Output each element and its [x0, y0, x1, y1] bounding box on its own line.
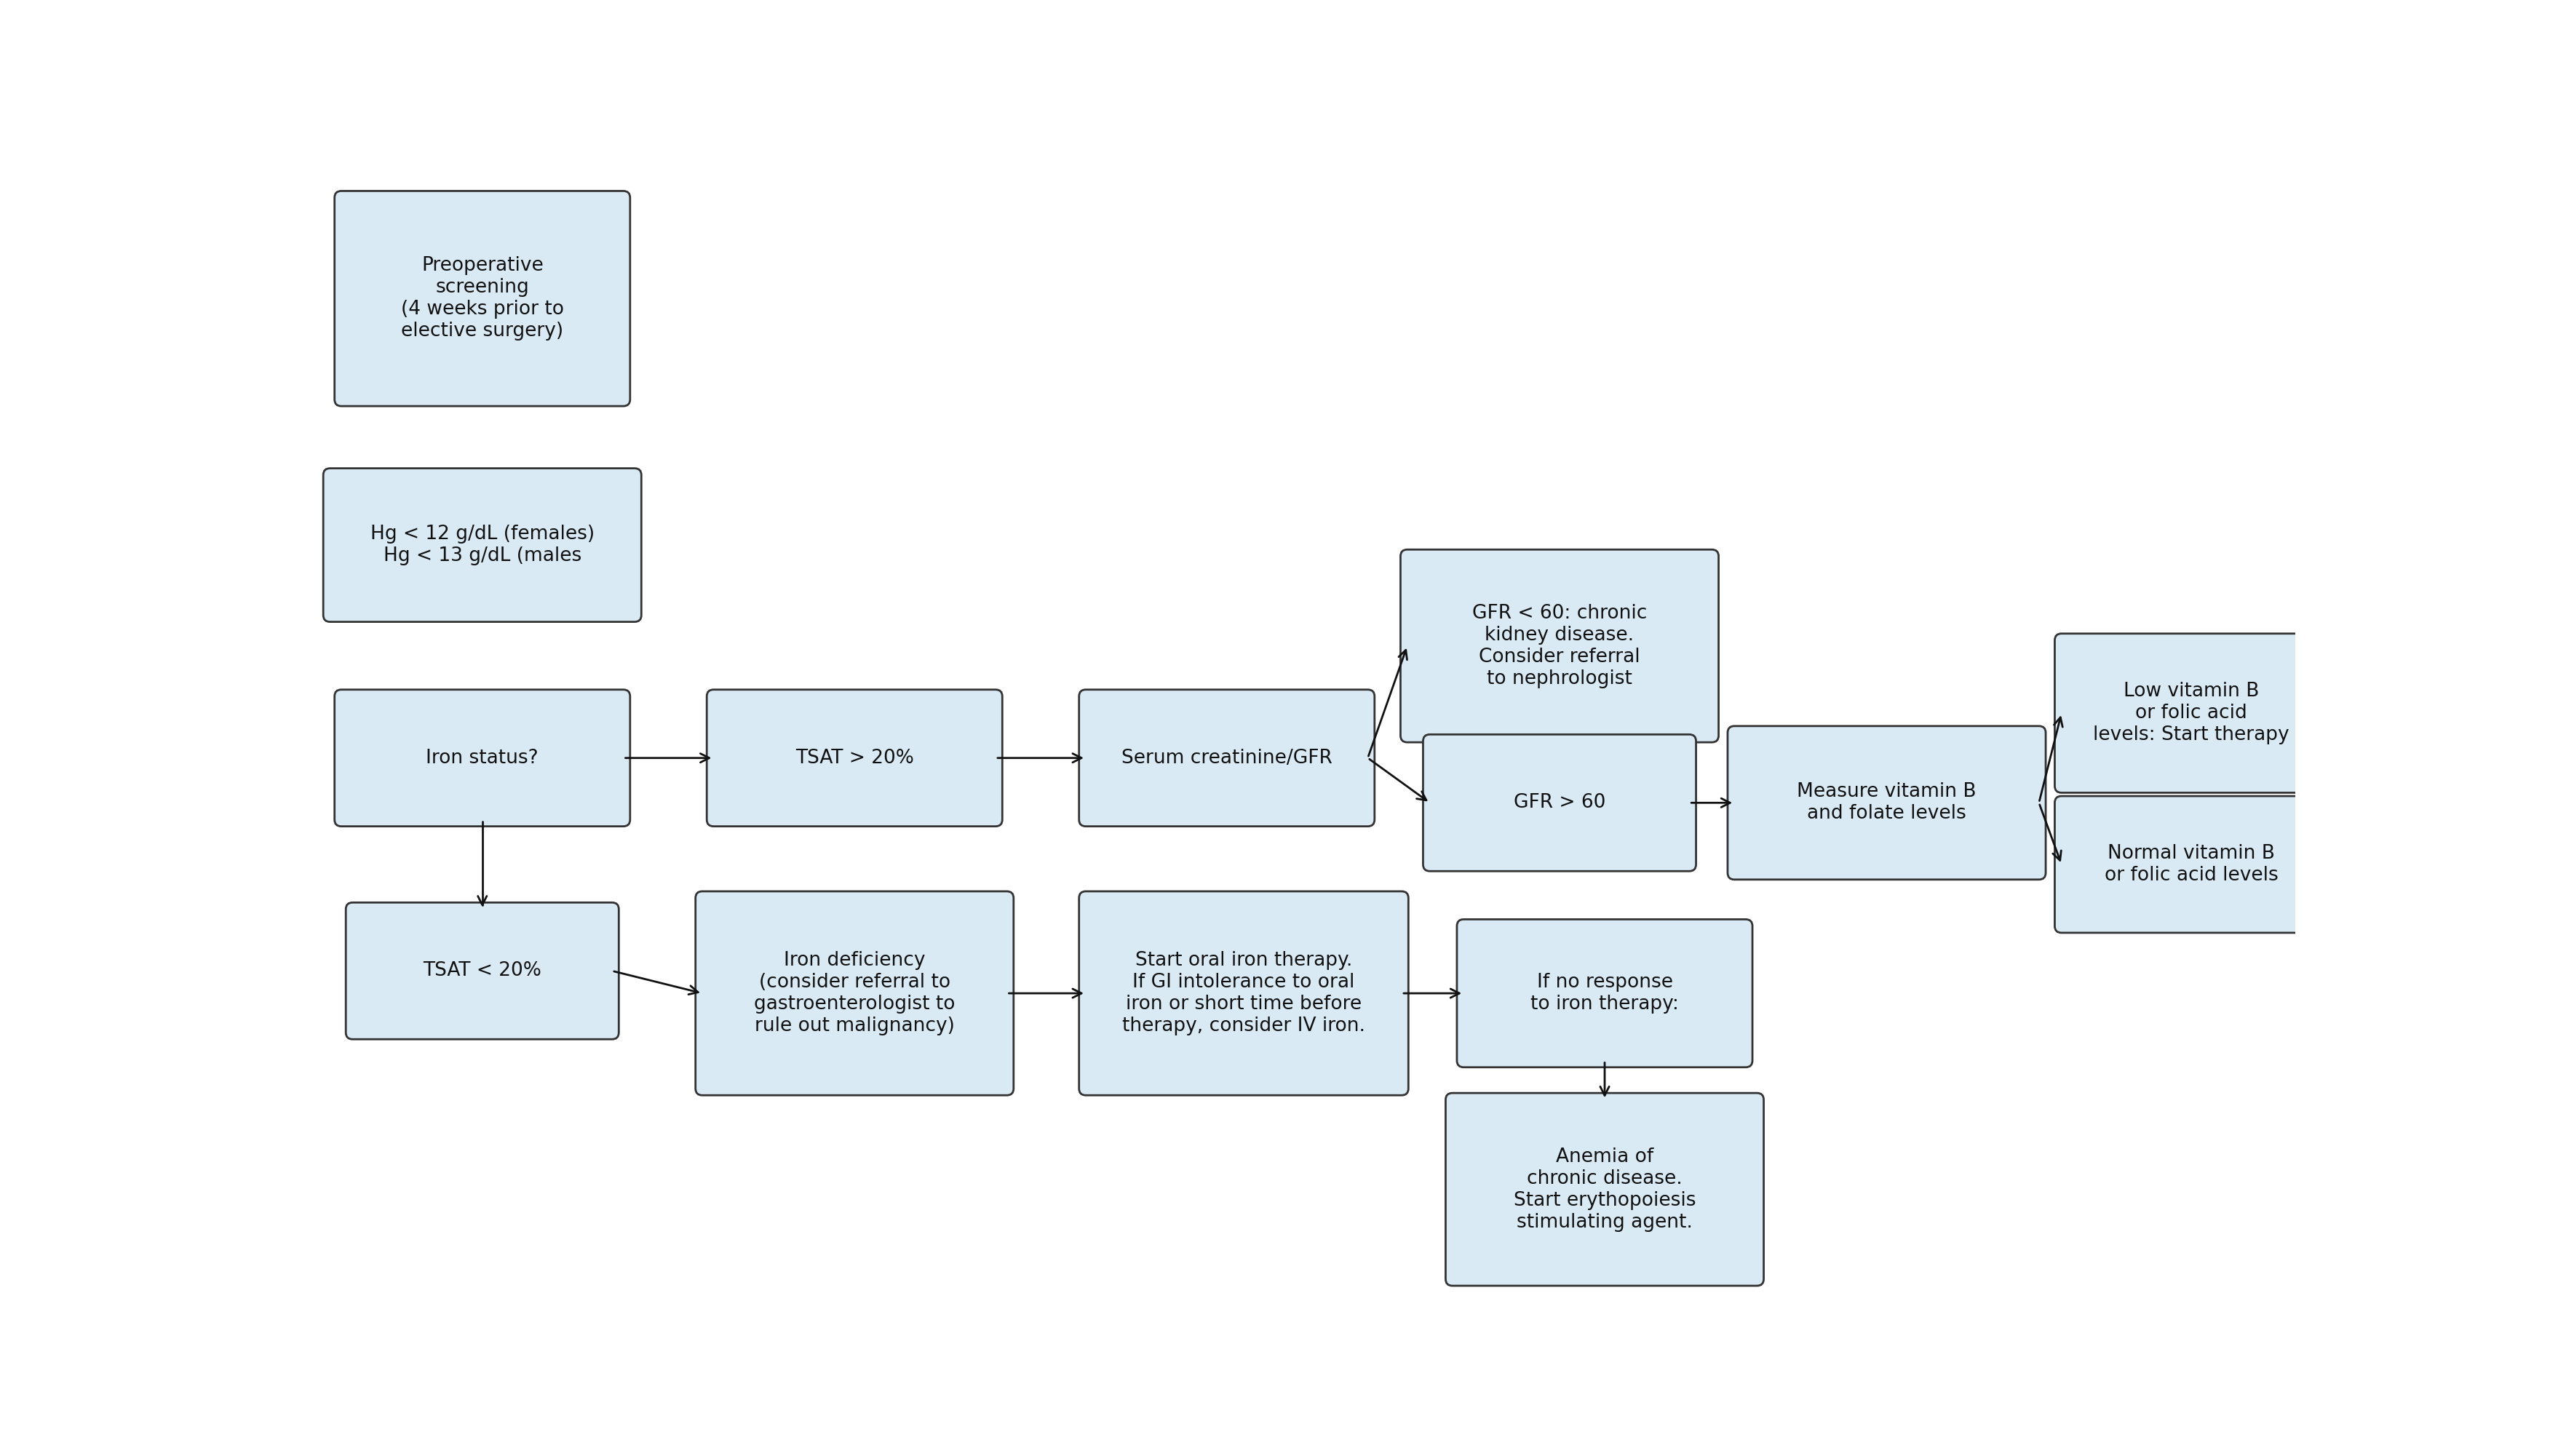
Text: GFR < 60: chronic
kidney disease.
Consider referral
to nephrologist: GFR < 60: chronic kidney disease. Consid… — [1471, 604, 1647, 689]
Text: TSAT < 20%: TSAT < 20% — [423, 961, 541, 980]
FancyBboxPatch shape — [2055, 796, 2328, 933]
Text: Low vitamin B
or folic acid
levels: Start therapy: Low vitamin B or folic acid levels: Star… — [2094, 681, 2290, 744]
Text: Normal vitamin B
or folic acid levels: Normal vitamin B or folic acid levels — [2104, 844, 2277, 885]
Text: Iron status?: Iron status? — [426, 748, 538, 767]
Text: If no response
to iron therapy:: If no response to iron therapy: — [1530, 973, 1678, 1013]
FancyBboxPatch shape — [324, 469, 643, 622]
FancyBboxPatch shape — [1456, 919, 1752, 1067]
FancyBboxPatch shape — [1079, 690, 1374, 827]
FancyBboxPatch shape — [1400, 549, 1719, 743]
Text: Iron deficiency
(consider referral to
gastroenterologist to
rule out malignancy): Iron deficiency (consider referral to ga… — [755, 951, 956, 1035]
FancyBboxPatch shape — [1079, 891, 1408, 1095]
FancyBboxPatch shape — [1423, 734, 1696, 871]
FancyBboxPatch shape — [696, 891, 1012, 1095]
FancyBboxPatch shape — [1726, 727, 2045, 879]
Text: TSAT > 20%: TSAT > 20% — [796, 748, 913, 767]
FancyBboxPatch shape — [334, 690, 630, 827]
Text: Hg < 12 g/dL (females)
Hg < 13 g/dL (males: Hg < 12 g/dL (females) Hg < 13 g/dL (mal… — [370, 524, 594, 565]
Text: Start oral iron therapy.
If GI intolerance to oral
iron or short time before
the: Start oral iron therapy. If GI intoleran… — [1122, 951, 1364, 1035]
Text: Measure vitamin B
and folate levels: Measure vitamin B and folate levels — [1798, 782, 1976, 823]
Text: Anemia of
chronic disease.
Start erythopoiesis
stimulating agent.: Anemia of chronic disease. Start erythop… — [1515, 1147, 1696, 1232]
Text: Serum creatinine/GFR: Serum creatinine/GFR — [1122, 748, 1331, 767]
FancyBboxPatch shape — [706, 690, 1002, 827]
FancyBboxPatch shape — [347, 903, 620, 1040]
Text: Preoperative
screening
(4 weeks prior to
elective surgery): Preoperative screening (4 weeks prior to… — [400, 256, 564, 341]
FancyBboxPatch shape — [2055, 633, 2328, 792]
FancyBboxPatch shape — [1446, 1093, 1765, 1286]
Text: GFR > 60: GFR > 60 — [1515, 794, 1606, 812]
FancyBboxPatch shape — [334, 191, 630, 406]
